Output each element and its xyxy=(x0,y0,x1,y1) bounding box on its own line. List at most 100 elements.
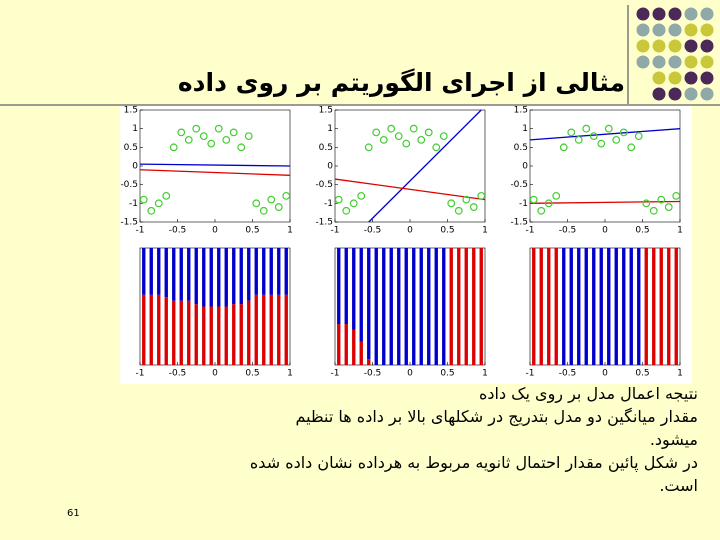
dot-grid xyxy=(636,7,714,101)
bar xyxy=(344,324,348,365)
x-tick-label: 0.5 xyxy=(440,369,454,379)
dot xyxy=(668,39,682,53)
bar xyxy=(209,248,213,307)
data-point xyxy=(664,203,673,211)
body-line: نتیجه اعمال مدل بر روی یک داده xyxy=(479,384,698,403)
bar xyxy=(269,294,273,365)
model-line xyxy=(139,169,291,176)
x-tick-label: -0.5 xyxy=(364,226,382,236)
bar xyxy=(262,294,266,365)
bar xyxy=(419,248,423,365)
bar xyxy=(157,294,161,365)
data-point xyxy=(552,191,561,200)
y-tick-label: 0 xyxy=(522,162,528,172)
bar xyxy=(344,248,348,325)
y-tick-label: -1 xyxy=(129,199,138,209)
data-point xyxy=(432,143,441,152)
dot xyxy=(684,55,698,69)
dot xyxy=(652,71,666,85)
x-tick-label: -0.5 xyxy=(169,226,187,236)
bar xyxy=(217,306,221,365)
y-tick-label: -1.5 xyxy=(510,218,528,228)
bar xyxy=(202,306,206,365)
data-point xyxy=(582,124,591,133)
data-point xyxy=(162,191,171,200)
y-tick-label: -1.5 xyxy=(120,218,138,228)
dot xyxy=(636,7,650,21)
dot xyxy=(684,7,698,21)
y-tick-label: 1.5 xyxy=(319,106,333,116)
body-line: میشود. xyxy=(649,430,698,449)
y-tick-label: 0 xyxy=(327,162,333,172)
x-tick-label: 1 xyxy=(482,369,488,379)
data-point xyxy=(154,199,163,208)
dot xyxy=(668,55,682,69)
x-tick-label: 1 xyxy=(287,226,293,236)
dot xyxy=(684,71,698,85)
bar xyxy=(247,300,251,365)
y-tick-label: -1.5 xyxy=(315,218,333,228)
data-point xyxy=(469,203,478,211)
dot xyxy=(668,71,682,85)
dot xyxy=(636,39,650,53)
bar xyxy=(389,248,393,365)
bar xyxy=(547,248,551,365)
page-number: 61 xyxy=(67,508,80,519)
bar xyxy=(644,248,648,365)
data-point xyxy=(439,132,448,141)
bar xyxy=(194,248,198,305)
bar xyxy=(404,248,408,365)
data-point xyxy=(529,195,538,204)
dot xyxy=(652,23,666,37)
data-point xyxy=(342,206,351,215)
body-text: نتیجه اعمال مدل بر روی یک داده مقدار میان… xyxy=(78,382,698,497)
data-point xyxy=(229,128,238,137)
bar xyxy=(164,248,168,298)
y-tick-label: 1 xyxy=(132,124,138,134)
bar xyxy=(239,248,243,305)
data-point xyxy=(477,191,486,200)
bar xyxy=(179,300,183,365)
x-tick-label: 0 xyxy=(602,369,608,379)
dot xyxy=(636,23,650,37)
data-point xyxy=(537,206,546,215)
bar xyxy=(539,248,543,365)
data-point xyxy=(252,199,261,208)
dot xyxy=(668,23,682,37)
y-tick-label: 1 xyxy=(327,124,333,134)
bar xyxy=(164,297,168,365)
bar xyxy=(142,248,146,295)
bar xyxy=(157,248,161,295)
y-tick-label: -1 xyxy=(324,199,333,209)
bar xyxy=(374,248,378,365)
data-point xyxy=(237,143,246,152)
bar xyxy=(337,248,341,325)
plot-area xyxy=(529,247,681,366)
x-tick-label: 0 xyxy=(407,369,413,379)
bar xyxy=(479,248,483,365)
bar xyxy=(247,248,251,301)
bar xyxy=(659,248,663,365)
bar xyxy=(652,248,656,365)
data-point xyxy=(387,124,396,133)
data-point xyxy=(364,143,373,152)
bar xyxy=(359,341,363,365)
x-tick-label: 0.5 xyxy=(245,369,259,379)
bar xyxy=(224,248,228,307)
bar xyxy=(359,248,363,342)
data-point xyxy=(462,195,471,204)
bar xyxy=(532,248,536,365)
y-tick-label: 1.5 xyxy=(514,106,528,116)
body-line: مقدار میانگین دو مدل بتدریج در شکلهای با… xyxy=(295,407,698,426)
bar xyxy=(277,294,281,365)
data-point xyxy=(192,124,201,133)
x-tick-label: 0.5 xyxy=(440,226,454,236)
y-tick-label: 0 xyxy=(132,162,138,172)
x-tick-label: 0 xyxy=(602,226,608,236)
data-point xyxy=(447,199,456,208)
data-point xyxy=(177,128,186,137)
bar xyxy=(427,248,431,365)
data-point xyxy=(672,191,681,200)
y-tick-label: 1.5 xyxy=(124,106,138,116)
bar xyxy=(194,304,198,365)
